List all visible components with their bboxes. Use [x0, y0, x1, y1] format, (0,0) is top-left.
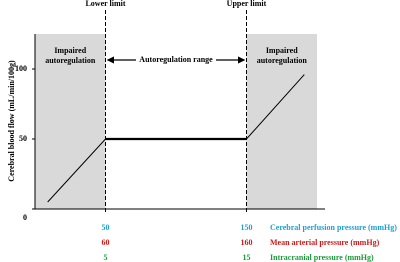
- region-label: Impaired autoregulation: [256, 46, 307, 65]
- region-label: Impaired autoregulation: [45, 46, 96, 65]
- x-tick-label: 15: [243, 253, 251, 262]
- x-tick-label: 50: [102, 223, 110, 232]
- x-tick-label: 160: [241, 238, 253, 247]
- range-label-bg: [136, 54, 216, 66]
- scale-name: Intracranial pressure (mmHg): [270, 253, 374, 262]
- y-tick-label: 50: [19, 134, 27, 143]
- region: [35, 34, 106, 209]
- y-tick-label: 100: [15, 64, 27, 73]
- limit-label: Lower limit: [85, 0, 125, 8]
- x-tick-label: 60: [102, 238, 110, 247]
- range-label: Autoregulation range: [139, 55, 213, 64]
- y-axis-label: Cerebral blood flow (mL/min/100g): [7, 60, 16, 182]
- limit-label: Upper limit: [227, 0, 267, 8]
- scale-name: Mean arterial pressure (mmHg): [270, 238, 380, 247]
- y-tick-label: 0: [23, 213, 27, 222]
- scale-name: Cerebral perfusion pressure (mmHg): [270, 223, 397, 232]
- x-tick-label: 150: [241, 223, 253, 232]
- x-tick-label: 5: [104, 253, 108, 262]
- region: [246, 34, 317, 209]
